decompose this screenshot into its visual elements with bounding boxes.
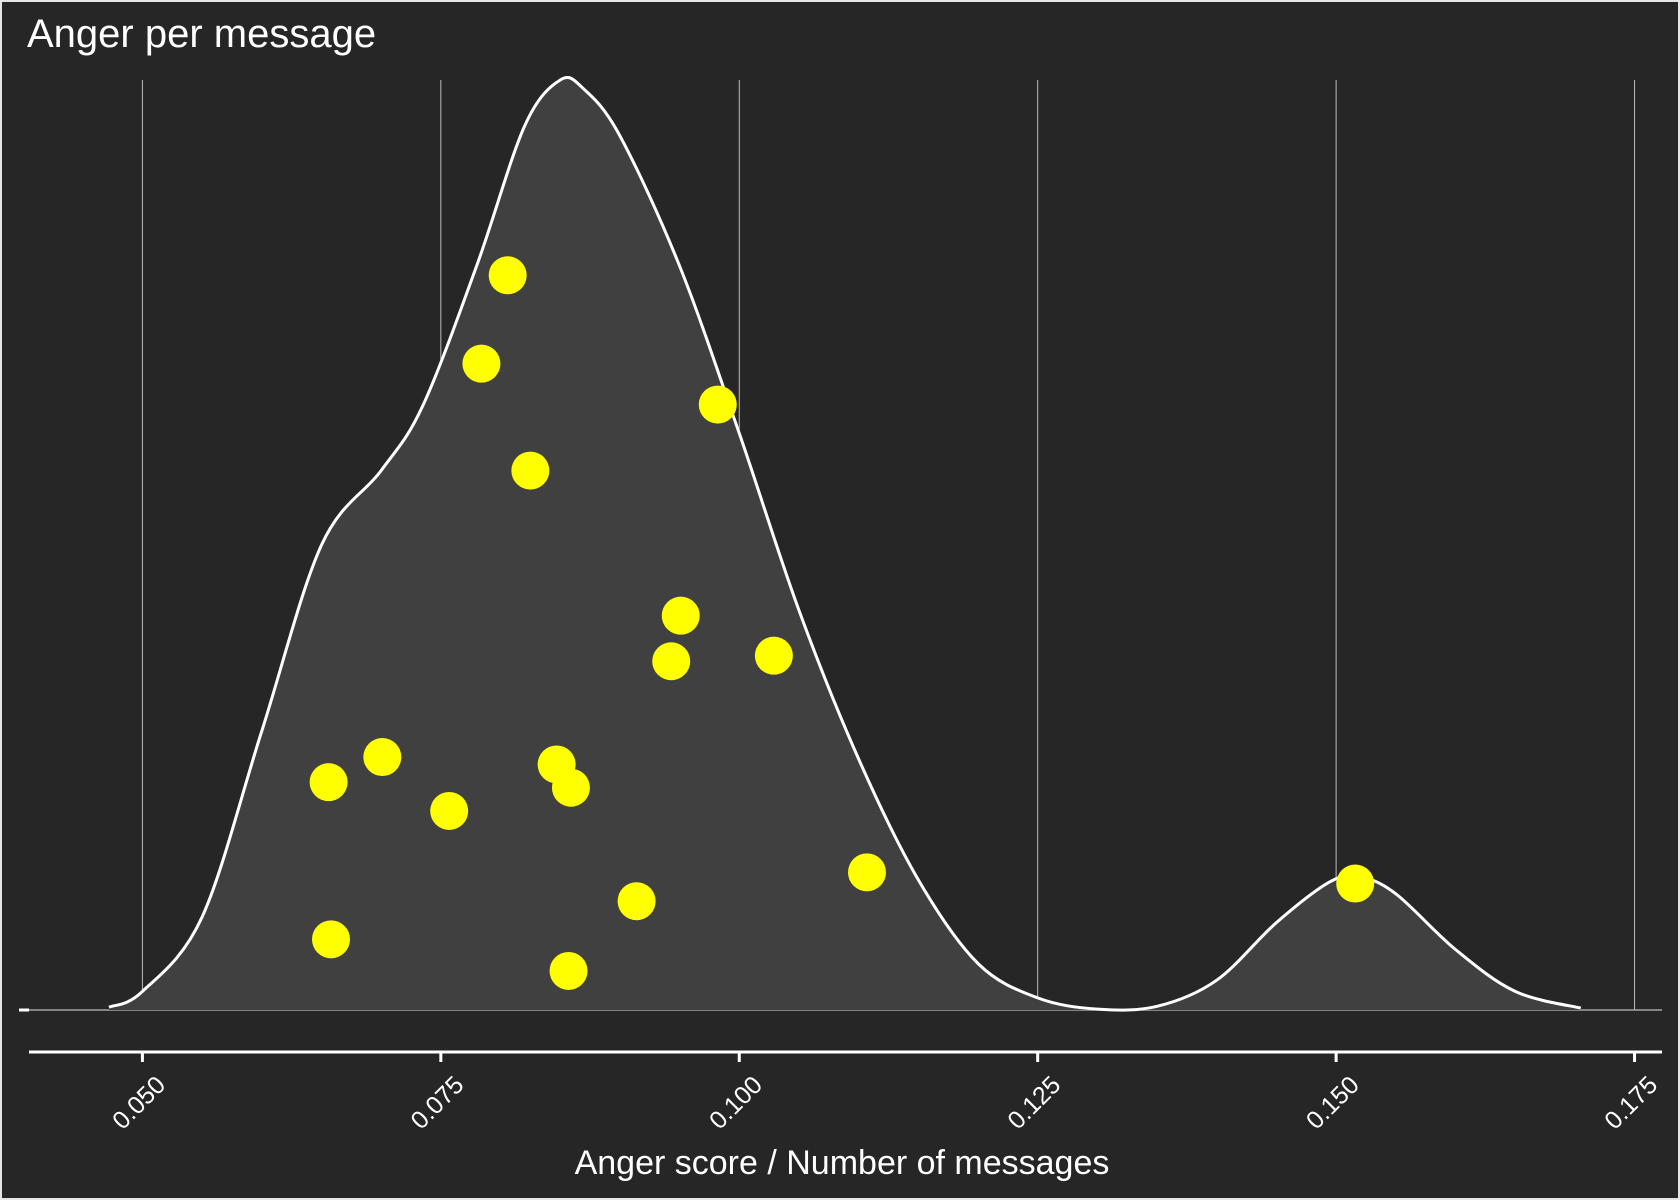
data-point-6 bbox=[754, 636, 793, 675]
data-point-2 bbox=[462, 344, 501, 383]
x-tick-label-0.150: 0.150 bbox=[1301, 1071, 1365, 1135]
x-tick-label-0.125: 0.125 bbox=[1002, 1071, 1066, 1135]
data-point-4 bbox=[511, 451, 550, 490]
data-point-13 bbox=[847, 853, 886, 892]
x-tick-label-0.100: 0.100 bbox=[704, 1071, 768, 1135]
data-point-15 bbox=[617, 882, 656, 921]
x-axis: 0.050 0.075 0.100 0.125 0.150 0.175 bbox=[29, 1050, 1663, 1135]
data-point-16 bbox=[312, 920, 351, 959]
data-point-12 bbox=[430, 791, 469, 830]
data-point-3 bbox=[698, 385, 737, 424]
density-area bbox=[108, 76, 1582, 1012]
x-axis-title: Anger score / Number of messages bbox=[575, 1144, 1110, 1182]
data-point-1 bbox=[488, 256, 527, 295]
chart-title: Anger per message bbox=[27, 12, 377, 56]
x-tick-label-0.050: 0.050 bbox=[107, 1071, 171, 1135]
data-point-9 bbox=[309, 763, 348, 802]
density-line bbox=[108, 76, 1582, 1012]
data-point-5 bbox=[661, 596, 700, 635]
data-point-11 bbox=[551, 768, 590, 807]
data-points bbox=[309, 256, 1375, 990]
x-tick-label-0.175: 0.175 bbox=[1599, 1071, 1663, 1135]
density-fill bbox=[109, 77, 1581, 1011]
data-point-8 bbox=[363, 738, 402, 777]
data-point-17 bbox=[549, 951, 588, 990]
data-point-14 bbox=[1336, 864, 1375, 903]
data-point-7 bbox=[652, 642, 691, 681]
x-tick-label-0.075: 0.075 bbox=[405, 1071, 469, 1135]
